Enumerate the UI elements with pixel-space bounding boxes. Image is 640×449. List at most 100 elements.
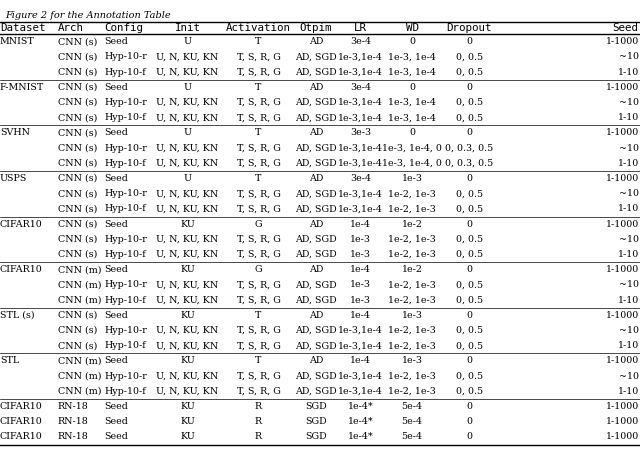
Text: 1e-3, 1e-4: 1e-3, 1e-4 bbox=[388, 53, 436, 62]
Text: 1e-3,1e-4: 1e-3,1e-4 bbox=[338, 341, 383, 350]
Text: CNN (s): CNN (s) bbox=[58, 53, 97, 62]
Text: Hyp-10-f: Hyp-10-f bbox=[104, 159, 146, 168]
Text: 1e-2, 1e-3: 1e-2, 1e-3 bbox=[388, 295, 436, 304]
Text: U: U bbox=[184, 37, 191, 46]
Text: 1e-3: 1e-3 bbox=[350, 295, 371, 304]
Text: 0: 0 bbox=[466, 174, 472, 183]
Text: T, S, R, G: T, S, R, G bbox=[237, 372, 280, 381]
Text: 1-1000: 1-1000 bbox=[605, 220, 639, 229]
Text: 0, 0.5: 0, 0.5 bbox=[456, 204, 483, 213]
Text: Hyp-10-r: Hyp-10-r bbox=[104, 144, 147, 153]
Text: 3e-4: 3e-4 bbox=[350, 174, 371, 183]
Text: T, S, R, G: T, S, R, G bbox=[237, 281, 280, 290]
Text: 0: 0 bbox=[466, 402, 472, 411]
Text: AD: AD bbox=[308, 265, 323, 274]
Text: 0, 0.5: 0, 0.5 bbox=[456, 250, 483, 259]
Text: KU: KU bbox=[180, 417, 195, 426]
Text: CNN (s): CNN (s) bbox=[58, 159, 97, 168]
Text: 1e-2, 1e-3: 1e-2, 1e-3 bbox=[388, 387, 436, 396]
Text: Seed: Seed bbox=[104, 402, 128, 411]
Text: AD, SGD: AD, SGD bbox=[295, 189, 337, 198]
Text: Activation: Activation bbox=[226, 23, 291, 33]
Text: ~10: ~10 bbox=[619, 281, 639, 290]
Text: G: G bbox=[255, 265, 262, 274]
Text: 1e-3,1e-4: 1e-3,1e-4 bbox=[338, 144, 383, 153]
Text: KU: KU bbox=[180, 220, 195, 229]
Text: AD: AD bbox=[308, 357, 323, 365]
Text: AD: AD bbox=[308, 174, 323, 183]
Text: 3e-3: 3e-3 bbox=[350, 128, 371, 137]
Text: CNN (s): CNN (s) bbox=[58, 250, 97, 259]
Text: LR: LR bbox=[354, 23, 367, 33]
Text: T, S, R, G: T, S, R, G bbox=[237, 204, 280, 213]
Text: AD, SGD: AD, SGD bbox=[295, 295, 337, 304]
Text: 1-1000: 1-1000 bbox=[605, 311, 639, 320]
Text: U, N, KU, KN: U, N, KU, KN bbox=[156, 250, 219, 259]
Text: Seed: Seed bbox=[104, 83, 128, 92]
Text: 1-1000: 1-1000 bbox=[605, 37, 639, 46]
Text: 0: 0 bbox=[409, 128, 415, 137]
Text: AD, SGD: AD, SGD bbox=[295, 372, 337, 381]
Text: RN-18: RN-18 bbox=[58, 402, 88, 411]
Text: T, S, R, G: T, S, R, G bbox=[237, 159, 280, 168]
Text: 1e-3,1e-4: 1e-3,1e-4 bbox=[338, 113, 383, 122]
Text: 1-10: 1-10 bbox=[618, 159, 639, 168]
Text: 0, 0.5: 0, 0.5 bbox=[456, 53, 483, 62]
Text: 0: 0 bbox=[466, 83, 472, 92]
Text: AD, SGD: AD, SGD bbox=[295, 53, 337, 62]
Text: 1e-3,1e-4: 1e-3,1e-4 bbox=[338, 189, 383, 198]
Text: T: T bbox=[255, 174, 262, 183]
Text: Dataset: Dataset bbox=[0, 23, 45, 33]
Text: 1-1000: 1-1000 bbox=[605, 128, 639, 137]
Text: Hyp-10-r: Hyp-10-r bbox=[104, 235, 147, 244]
Text: AD, SGD: AD, SGD bbox=[295, 387, 337, 396]
Text: Hyp-10-f: Hyp-10-f bbox=[104, 250, 146, 259]
Text: ~10: ~10 bbox=[619, 189, 639, 198]
Text: KU: KU bbox=[180, 402, 195, 411]
Text: CIFAR10: CIFAR10 bbox=[0, 417, 43, 426]
Text: 1e-2, 1e-3: 1e-2, 1e-3 bbox=[388, 372, 436, 381]
Text: 0: 0 bbox=[466, 265, 472, 274]
Text: 1-1000: 1-1000 bbox=[605, 417, 639, 426]
Text: CIFAR10: CIFAR10 bbox=[0, 402, 43, 411]
Text: Hyp-10-r: Hyp-10-r bbox=[104, 326, 147, 335]
Text: Hyp-10-r: Hyp-10-r bbox=[104, 53, 147, 62]
Text: 1-10: 1-10 bbox=[618, 295, 639, 304]
Text: CNN (s): CNN (s) bbox=[58, 174, 97, 183]
Text: 5e-4: 5e-4 bbox=[402, 432, 422, 441]
Text: CNN (s): CNN (s) bbox=[58, 113, 97, 122]
Text: Seed: Seed bbox=[104, 357, 128, 365]
Text: 1-10: 1-10 bbox=[618, 341, 639, 350]
Text: AD, SGD: AD, SGD bbox=[295, 159, 337, 168]
Text: U, N, KU, KN: U, N, KU, KN bbox=[156, 372, 219, 381]
Text: AD, SGD: AD, SGD bbox=[295, 98, 337, 107]
Text: Hyp-10-f: Hyp-10-f bbox=[104, 68, 146, 77]
Text: CNN (m): CNN (m) bbox=[58, 387, 101, 396]
Text: Config: Config bbox=[104, 23, 143, 33]
Text: U, N, KU, KN: U, N, KU, KN bbox=[156, 281, 219, 290]
Text: AD, SGD: AD, SGD bbox=[295, 113, 337, 122]
Text: 1-1000: 1-1000 bbox=[605, 265, 639, 274]
Text: 0, 0.5: 0, 0.5 bbox=[456, 387, 483, 396]
Text: CNN (m): CNN (m) bbox=[58, 281, 101, 290]
Text: T, S, R, G: T, S, R, G bbox=[237, 295, 280, 304]
Text: CNN (s): CNN (s) bbox=[58, 204, 97, 213]
Text: 5e-4: 5e-4 bbox=[402, 402, 422, 411]
Text: 0: 0 bbox=[409, 37, 415, 46]
Text: 1-1000: 1-1000 bbox=[605, 83, 639, 92]
Text: 1e-2: 1e-2 bbox=[402, 220, 422, 229]
Text: Seed: Seed bbox=[104, 417, 128, 426]
Text: Seed: Seed bbox=[104, 128, 128, 137]
Text: 0, 0.5: 0, 0.5 bbox=[456, 68, 483, 77]
Text: AD, SGD: AD, SGD bbox=[295, 235, 337, 244]
Text: MNIST: MNIST bbox=[0, 37, 35, 46]
Text: Seed: Seed bbox=[104, 265, 128, 274]
Text: 1e-3: 1e-3 bbox=[350, 250, 371, 259]
Text: ~10: ~10 bbox=[619, 235, 639, 244]
Text: R: R bbox=[255, 417, 262, 426]
Text: Otpim: Otpim bbox=[300, 23, 332, 33]
Text: 1e-4: 1e-4 bbox=[350, 311, 371, 320]
Text: CNN (m): CNN (m) bbox=[58, 357, 101, 365]
Text: 1e-3: 1e-3 bbox=[402, 357, 422, 365]
Text: 1e-3, 1e-4: 1e-3, 1e-4 bbox=[388, 98, 436, 107]
